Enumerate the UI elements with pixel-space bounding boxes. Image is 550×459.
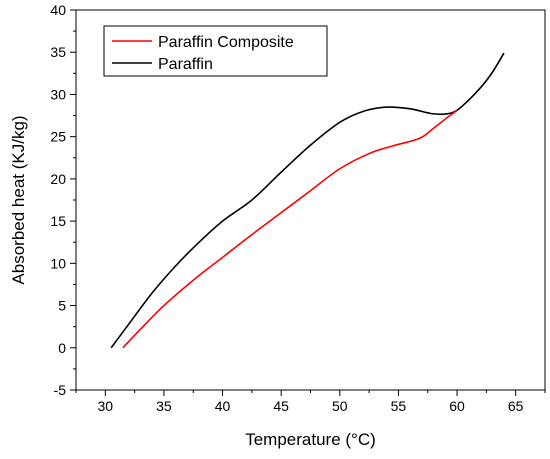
- x-axis-ticks: 30 35 40 45 50 55 60 65: [75, 390, 546, 414]
- legend-label-paraffin: Paraffin: [158, 56, 213, 73]
- plot-lines: [110, 52, 505, 349]
- y-tick-label: 0: [58, 340, 66, 356]
- y-tick-label: 10: [50, 255, 66, 271]
- paraffin-line: [110, 52, 505, 349]
- x-tick-label: 65: [508, 398, 524, 414]
- x-tick-label: 40: [215, 398, 231, 414]
- y-tick-label: 20: [50, 171, 66, 187]
- y-tick-label: 15: [50, 213, 66, 229]
- x-tick-label: 35: [156, 398, 172, 414]
- y-tick-label: 30: [50, 86, 66, 102]
- x-axis-title: Temperature (°C): [245, 430, 376, 449]
- y-tick-label: -5: [54, 382, 67, 398]
- y-tick-label: 25: [50, 129, 66, 145]
- x-tick-label: 45: [273, 398, 289, 414]
- y-tick-label: 5: [58, 298, 66, 314]
- paraffin-composite-line: [122, 109, 458, 349]
- y-axis-title: Absorbed heat (KJ/kg): [9, 115, 28, 284]
- legend-box: [103, 25, 328, 77]
- x-tick-label: 55: [391, 398, 407, 414]
- y-tick-label: 40: [50, 2, 66, 18]
- y-tick-label: 35: [50, 44, 66, 60]
- x-tick-label: 50: [332, 398, 348, 414]
- x-tick-label: 60: [449, 398, 465, 414]
- legend-label-paraffin-composite: Paraffin Composite: [158, 34, 294, 51]
- x-tick-label: 30: [98, 398, 114, 414]
- y-axis-ticks: -5 0 5 10 15 20 25 30 35 40: [50, 2, 76, 398]
- legend: Paraffin Composite Paraffin: [103, 25, 328, 77]
